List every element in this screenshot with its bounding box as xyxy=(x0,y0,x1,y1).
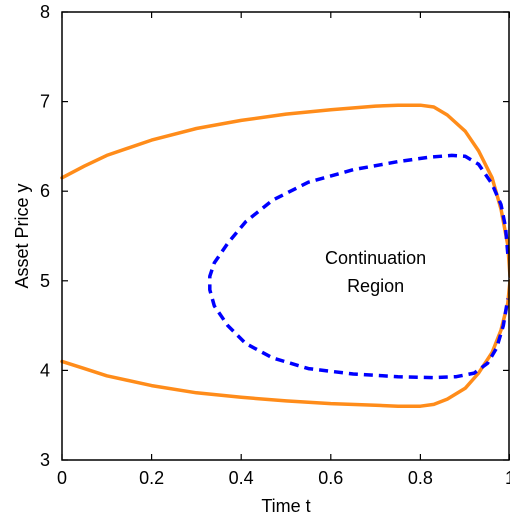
y-axis-label: Asset Price y xyxy=(12,183,32,288)
y-tick-label-1: 4 xyxy=(40,360,50,380)
plot-frame xyxy=(61,11,510,461)
x-tick-label-1: 0.2 xyxy=(139,468,164,488)
series-layer xyxy=(60,103,510,408)
series-line-1 xyxy=(60,103,510,279)
x-tick-label-3: 0.6 xyxy=(318,468,343,488)
y-tick-label-4: 7 xyxy=(40,92,50,112)
y-tick-label-0: 3 xyxy=(40,450,50,470)
x-tick-label-5: 1 xyxy=(505,468,510,488)
x-tick-label-4: 0.8 xyxy=(408,468,433,488)
y-tick-label-5: 8 xyxy=(40,2,50,22)
series-line-2 xyxy=(60,279,510,408)
x-axis-label: Time t xyxy=(261,496,310,516)
ticks-layer: 0 0.2 0.4 0.6 0.8 1 3 4 5 6 7 8 xyxy=(40,2,510,488)
x-tick-label-2: 0.4 xyxy=(229,468,254,488)
series-line-3 xyxy=(208,153,510,380)
y-tick-label-3: 6 xyxy=(40,181,50,201)
annotation-line-2: Region xyxy=(347,276,404,296)
annotation-line-1: Continuation xyxy=(325,248,426,268)
x-tick-label-0: 0 xyxy=(57,468,67,488)
y-tick-label-2: 5 xyxy=(40,271,50,291)
